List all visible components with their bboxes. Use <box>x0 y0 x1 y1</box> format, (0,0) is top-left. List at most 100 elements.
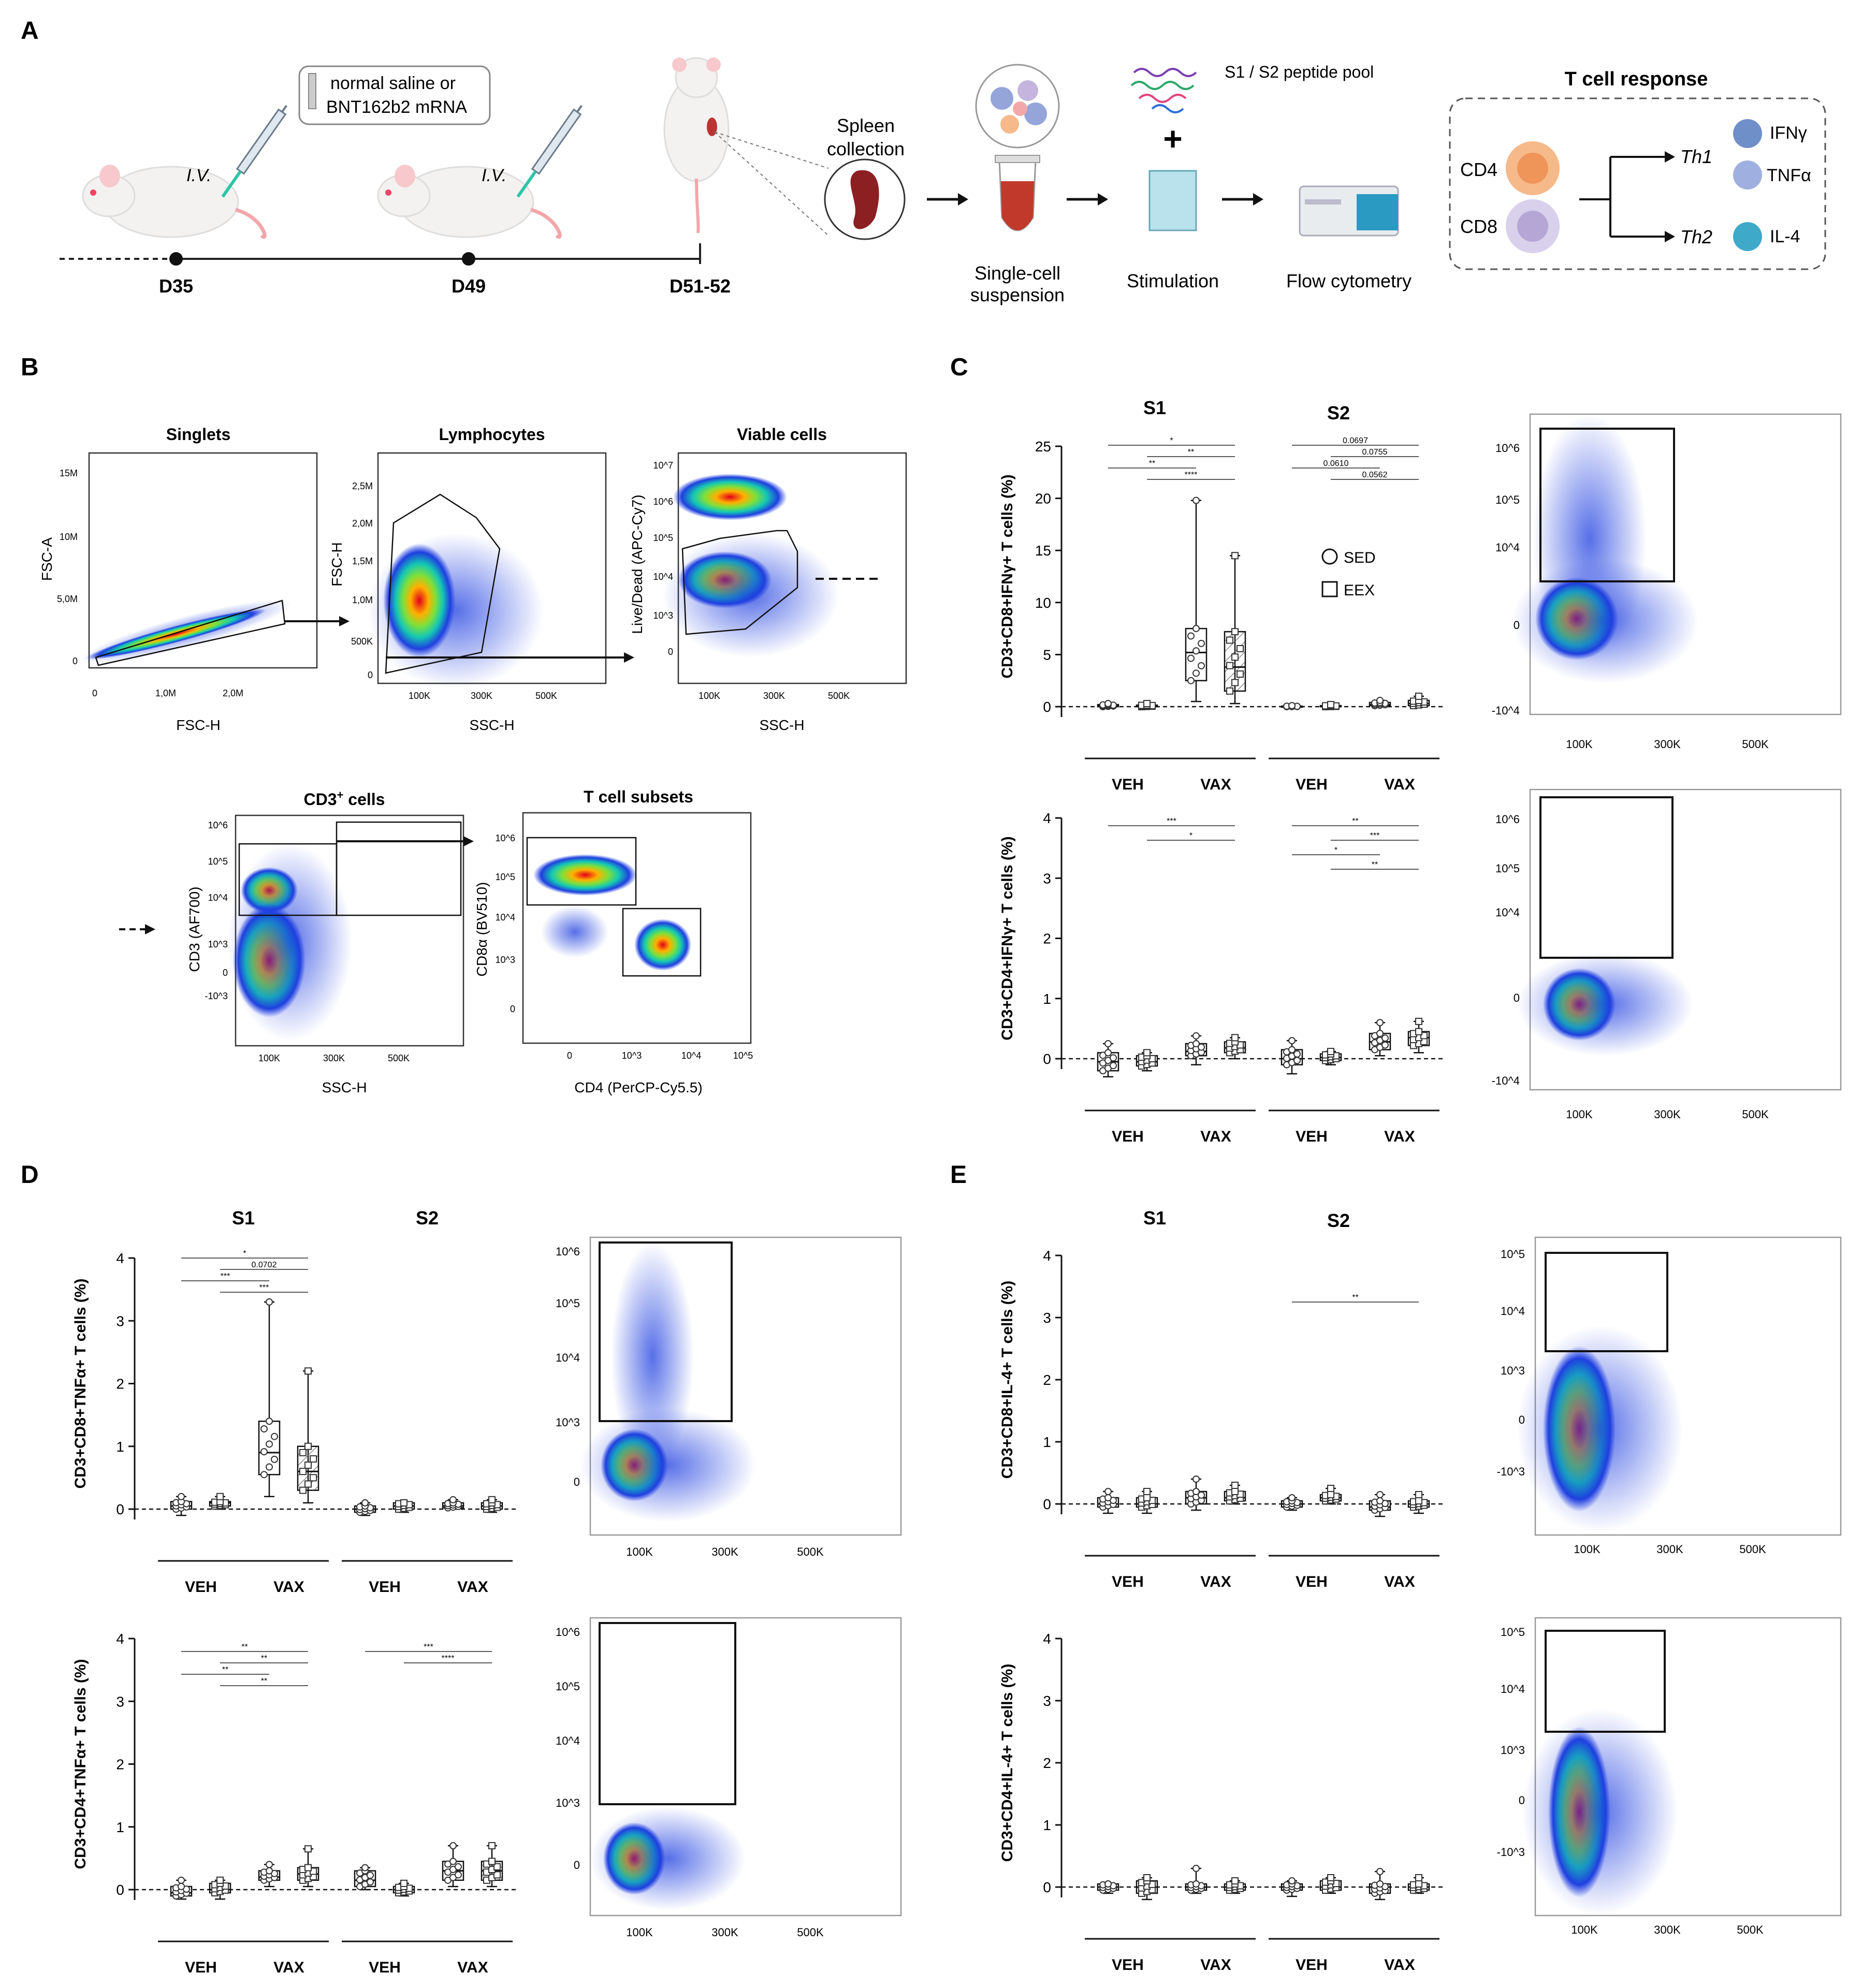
peptide-icon <box>1130 68 1197 113</box>
data-point <box>1104 1049 1112 1057</box>
y-tick-label: 1 <box>1043 1817 1051 1833</box>
data-point <box>178 1876 185 1884</box>
y-tick-label: 4 <box>1043 810 1051 826</box>
tick-label: 0 <box>72 656 78 666</box>
data-point <box>299 1449 307 1456</box>
data-point <box>1143 699 1151 707</box>
tick-label: 10^6 <box>653 496 673 507</box>
tick-label: -10^3 <box>1497 1465 1525 1478</box>
y-tick-label: 1 <box>116 1439 124 1455</box>
flow-arrow-2 <box>1067 193 1108 206</box>
tick-label: 10^6 <box>1495 442 1520 455</box>
injection-box <box>298 65 491 125</box>
significance-label: * <box>1189 831 1192 840</box>
y-tick-label: 1 <box>1043 1434 1051 1450</box>
tick-label: 1,0M <box>155 688 176 698</box>
significance-label: ** <box>1372 860 1378 869</box>
data-point <box>1376 1019 1384 1027</box>
tnfa-icon <box>1733 160 1762 189</box>
syringe-mini-icon <box>308 73 316 109</box>
tick-label: 10^4 <box>1501 1683 1525 1695</box>
tick-label: 300K <box>323 1053 345 1063</box>
group-label-vax: VAX <box>1200 1128 1231 1145</box>
significance-label: *** <box>424 1643 433 1651</box>
tick-label: 5,0M <box>57 594 78 604</box>
data-point <box>1327 1048 1334 1056</box>
data-point <box>1415 1880 1422 1888</box>
significance-label: ** <box>1188 448 1194 457</box>
legend-eex-marker <box>1321 581 1338 597</box>
group-label-veh: VEH <box>1112 1573 1144 1590</box>
tick-label: 100K <box>1571 1923 1598 1936</box>
tick-label: -10^4 <box>1492 704 1520 717</box>
data-point <box>1376 1491 1384 1498</box>
cytometer-icon <box>1299 185 1399 237</box>
group-label-vax: VAX <box>1200 1956 1231 1974</box>
data-point <box>304 1367 312 1375</box>
tick-label: 10^5 <box>733 1050 753 1061</box>
data-point <box>1192 1865 1200 1872</box>
gate-title-viable: Viable cells <box>737 425 827 444</box>
tick-label: 100K <box>626 1926 653 1939</box>
tick-label: 300K <box>1656 1543 1683 1556</box>
y-tick-label: 1 <box>1043 991 1051 1007</box>
data-point <box>1192 1040 1200 1047</box>
y-tick-label: 4 <box>116 1250 124 1266</box>
data-point <box>271 1455 278 1463</box>
tick-label: 10^5 <box>653 533 673 543</box>
legend-sed: SED <box>1344 549 1376 566</box>
data-point <box>1192 1880 1200 1888</box>
y-tick-label: 3 <box>1043 1310 1051 1326</box>
tick-label: -10^3 <box>1497 1846 1525 1859</box>
tick-label: 1,5M <box>352 556 373 566</box>
significance-label: 0.0755 <box>1362 448 1388 457</box>
group-label-vax: VAX <box>1384 776 1415 793</box>
tick-label: 10^3 <box>556 1796 580 1809</box>
panel-label-b: B <box>21 354 39 381</box>
tcell-box <box>1449 97 1826 270</box>
y-tick-label: 0 <box>1043 1879 1051 1895</box>
header-c-s2: S2 <box>1327 402 1350 423</box>
cd4-label: CD4 <box>1460 159 1497 180</box>
y-tick-label: 25 <box>1035 438 1051 455</box>
tick-label: 15M <box>60 468 78 478</box>
axis-y-viable: Live/Dead (APC-Cy7) <box>629 494 645 634</box>
data-point <box>1198 662 1205 669</box>
y-tick-label: 0 <box>1043 1051 1051 1067</box>
data-point <box>1104 699 1112 707</box>
data-point <box>449 1842 457 1850</box>
tick-label: 10^4 <box>208 893 228 903</box>
flow-e1: 100K 300K 500K 10^5 10^4 10^3 0 -10^3 <box>1497 1236 1842 1556</box>
significance-label: ** <box>1352 817 1358 826</box>
header-d-s1: S1 <box>232 1207 255 1229</box>
data-point <box>367 1872 374 1879</box>
tick-label: 10^5 <box>556 1297 580 1310</box>
group-label-veh: VEH <box>185 1959 217 1976</box>
data-point <box>1231 1482 1239 1489</box>
data-point <box>1143 1874 1151 1881</box>
step-single-cell-2: suspension <box>970 284 1065 305</box>
data-point <box>493 1863 501 1870</box>
tick-label: 500K <box>388 1053 410 1063</box>
data-point <box>1327 1874 1334 1881</box>
group-label-veh: VEH <box>1112 776 1144 793</box>
data-point <box>1187 654 1195 662</box>
panel-b: Singlets FSC-A FSC-H 0 1,0M 2,0M 15M 10M… <box>39 425 907 1095</box>
data-point <box>266 1861 273 1868</box>
data-point <box>260 1448 268 1456</box>
tick-label: -10^4 <box>1492 1074 1520 1087</box>
flow-arrow-1 <box>927 193 968 206</box>
flow-c2: 100K 300K 500K 10^6 10^5 10^4 0 -10^4 <box>1492 788 1842 1121</box>
group-label-veh: VEH <box>185 1578 217 1596</box>
peptide-pool-label: S1 / S2 peptide pool <box>1225 63 1374 81</box>
data-point <box>1198 639 1205 647</box>
significance-label: **** <box>1185 471 1198 479</box>
y-tick-label: 3 <box>1043 870 1051 886</box>
data-point <box>216 1876 224 1884</box>
tick-label: 100K <box>1566 738 1593 751</box>
data-point <box>1415 1028 1422 1035</box>
group-label-veh: VEH <box>369 1959 401 1976</box>
tick-label: 10^5 <box>208 856 228 867</box>
significance-label: * <box>1334 846 1337 855</box>
tick-label: 500K <box>1739 1543 1766 1556</box>
